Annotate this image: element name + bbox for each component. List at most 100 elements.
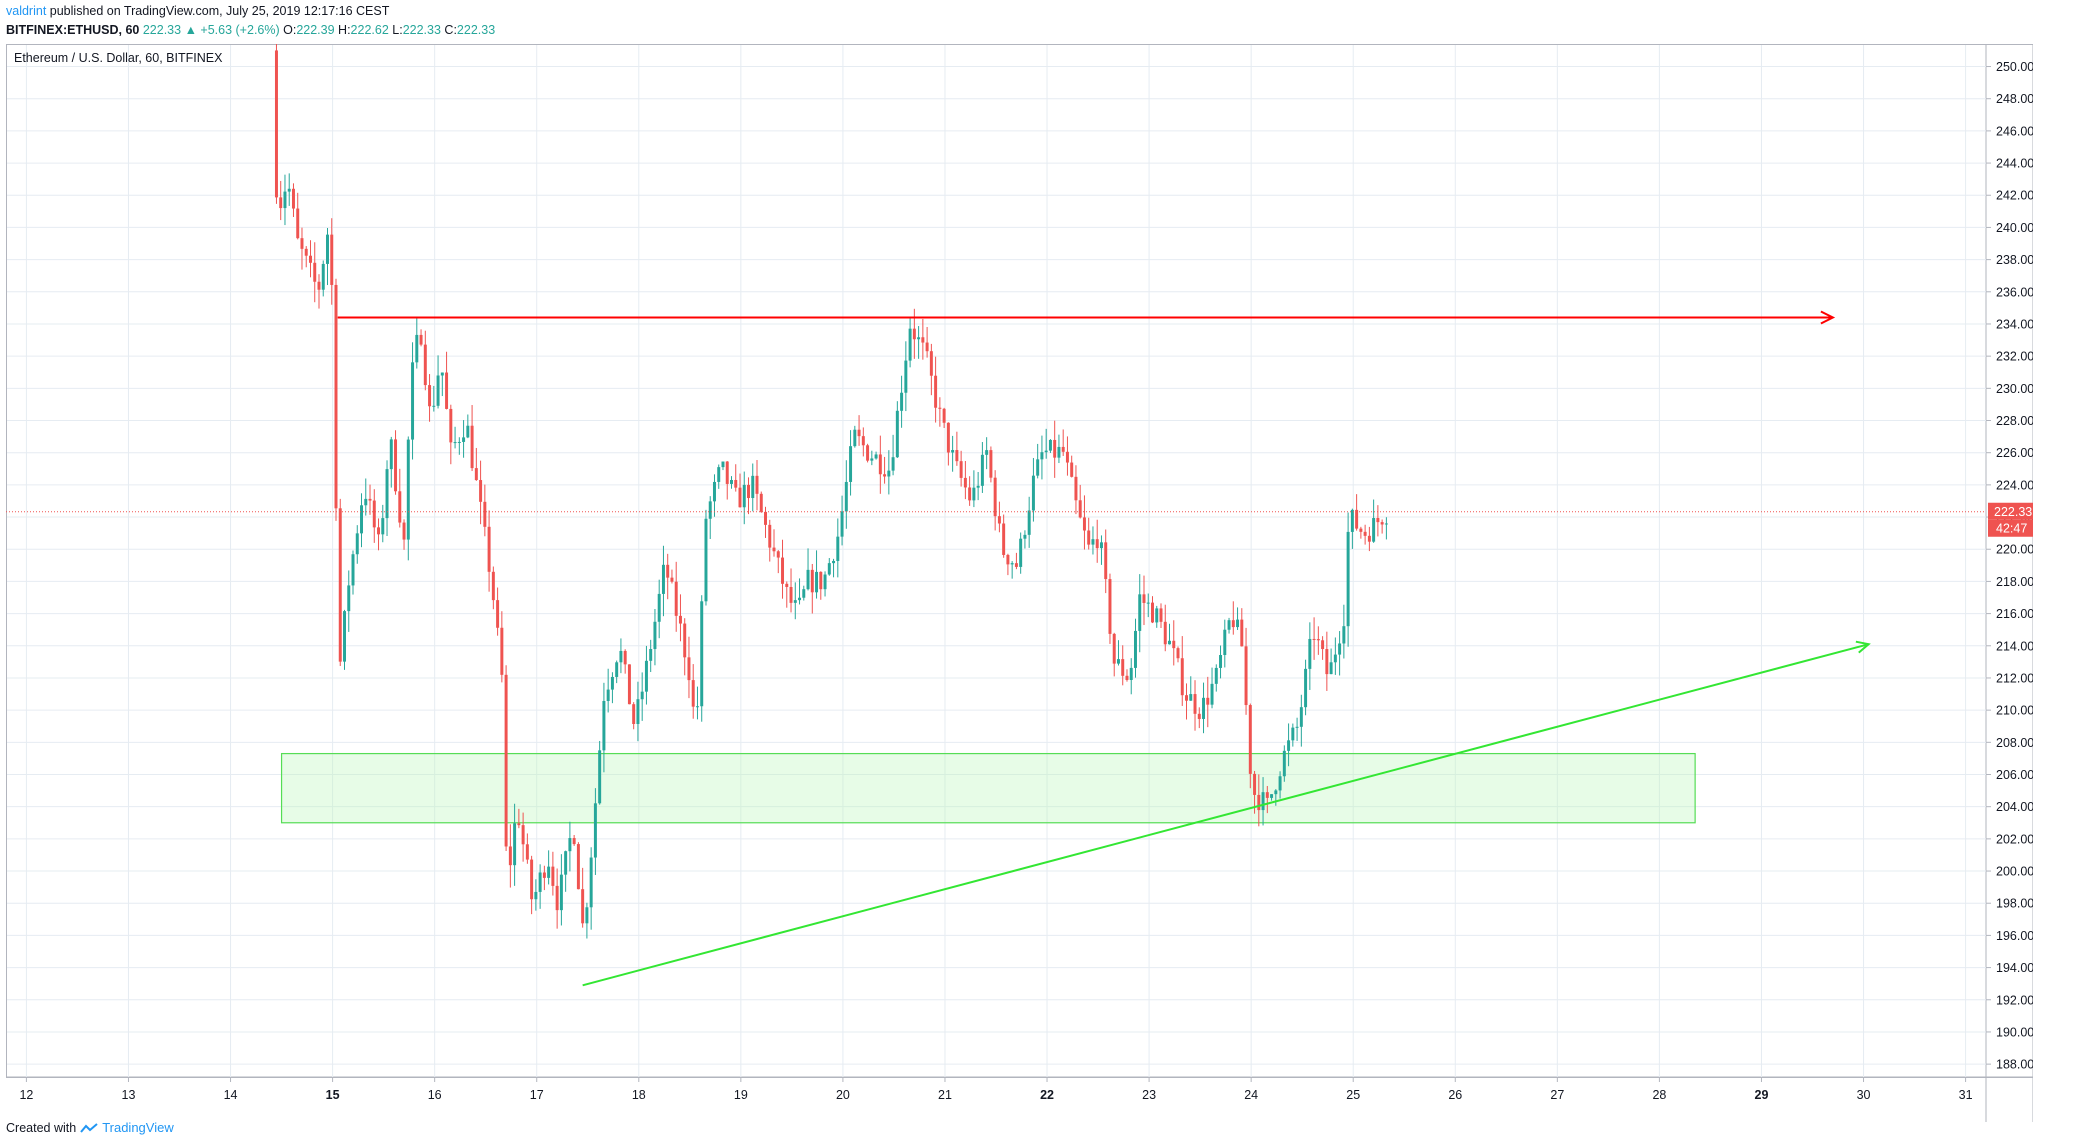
candle-body (1159, 608, 1163, 622)
candle (887, 450, 891, 495)
time-tick-label: 21 (938, 1088, 952, 1102)
candle (1065, 436, 1069, 476)
candle-body (878, 454, 882, 475)
candle (972, 470, 976, 508)
candle (321, 260, 325, 297)
candle-body (589, 857, 593, 908)
candle (1197, 707, 1201, 729)
candle-body (406, 439, 410, 540)
candle (725, 461, 729, 500)
candle (1023, 530, 1027, 549)
candle-body (764, 511, 767, 525)
candle-body (1231, 620, 1235, 628)
time-tick-label: 17 (530, 1088, 544, 1102)
candle-body (627, 664, 631, 705)
candle (1138, 574, 1142, 653)
support-zone-layer (280, 752, 1696, 824)
candle (576, 842, 580, 890)
chart-header: valdrint published on TradingView.com, J… (6, 3, 495, 39)
candle (619, 638, 623, 674)
candle (989, 446, 993, 483)
candle-body (368, 498, 372, 501)
candle-body (487, 526, 491, 572)
candle-body (968, 487, 972, 501)
author-link[interactable]: valdrint (6, 4, 47, 18)
candle (815, 550, 819, 599)
candle (734, 464, 738, 492)
price-tick-label: 230.00 (1996, 382, 2033, 396)
price-axis[interactable]: 188.00 190.00 192.00 194.00 196.00 198.00 200.… (1986, 60, 2033, 1072)
candle-body (291, 188, 295, 209)
candle (1044, 428, 1048, 459)
candle (708, 496, 712, 540)
countdown-badge-text: 42:47 (1996, 522, 2027, 536)
price-tick-label: 250.00 (1996, 60, 2033, 74)
candle (525, 833, 529, 864)
candle (368, 484, 372, 515)
candle-body (1074, 476, 1078, 501)
price-tick-label: 238.00 (1996, 253, 2033, 267)
candle-body (1350, 509, 1354, 532)
candle-body (1210, 683, 1214, 705)
candle (934, 356, 938, 423)
candle-body (644, 660, 648, 692)
candle (670, 569, 674, 584)
time-tick-label: 23 (1142, 1088, 1156, 1102)
candle-body (598, 750, 602, 804)
candle (636, 681, 640, 742)
ascending-trendline[interactable] (582, 643, 1869, 987)
candle-body (751, 475, 755, 499)
candle-body (585, 907, 589, 924)
price-chart[interactable]: 188.00 190.00 192.00 194.00 196.00 198.00 200.… (6, 44, 2033, 1122)
candle (474, 447, 478, 481)
candle (334, 278, 338, 521)
candle-body (326, 234, 329, 264)
candle (946, 422, 950, 466)
grid (6, 44, 2033, 1122)
candle-body (313, 262, 317, 282)
candle-body (1236, 619, 1240, 628)
candle-body (874, 454, 878, 459)
candle (487, 510, 491, 592)
candle-body (1125, 675, 1129, 680)
time-tick-label: 12 (19, 1088, 33, 1102)
candle (1002, 514, 1006, 558)
candle-body (1010, 563, 1014, 565)
candle (1108, 573, 1112, 644)
up-arrow-icon: ▲ (184, 23, 197, 37)
last-price: 222.33 (142, 23, 182, 37)
candle (1185, 683, 1189, 720)
candle (1036, 443, 1040, 479)
candle (411, 342, 415, 460)
candle-body (1091, 539, 1095, 545)
candle (1121, 645, 1125, 686)
price-tick-label: 232.00 (1996, 350, 2033, 364)
candle-body (508, 846, 512, 866)
candle-body (1027, 510, 1031, 535)
candle (747, 477, 750, 515)
candle (810, 563, 814, 614)
candle (921, 318, 925, 360)
candle-body (1367, 535, 1371, 542)
candle-body (734, 479, 738, 488)
candle (849, 430, 853, 496)
candle-body (343, 611, 346, 662)
candle-body (1121, 659, 1125, 676)
tradingview-brand-link[interactable]: TradingView (102, 1120, 174, 1135)
candle-body (1014, 563, 1018, 567)
candle (627, 664, 631, 705)
time-axis[interactable]: 12 13 14 15 16 17 18 19 20 21 22 23 24 25 26 27 28 29 30 31 (19, 1077, 1973, 1102)
price-tick-label: 216.00 (1996, 607, 2033, 621)
candle-body (347, 585, 351, 612)
candle (717, 464, 721, 489)
candle-body (1244, 646, 1248, 706)
candle (789, 568, 793, 613)
support-zone (280, 752, 1696, 824)
candle (985, 437, 989, 470)
candle (317, 274, 321, 309)
candle-body (1363, 531, 1367, 536)
high-value: 222.62 (350, 23, 389, 37)
candle (1350, 508, 1354, 549)
candle (389, 436, 393, 488)
candle (1240, 608, 1244, 647)
